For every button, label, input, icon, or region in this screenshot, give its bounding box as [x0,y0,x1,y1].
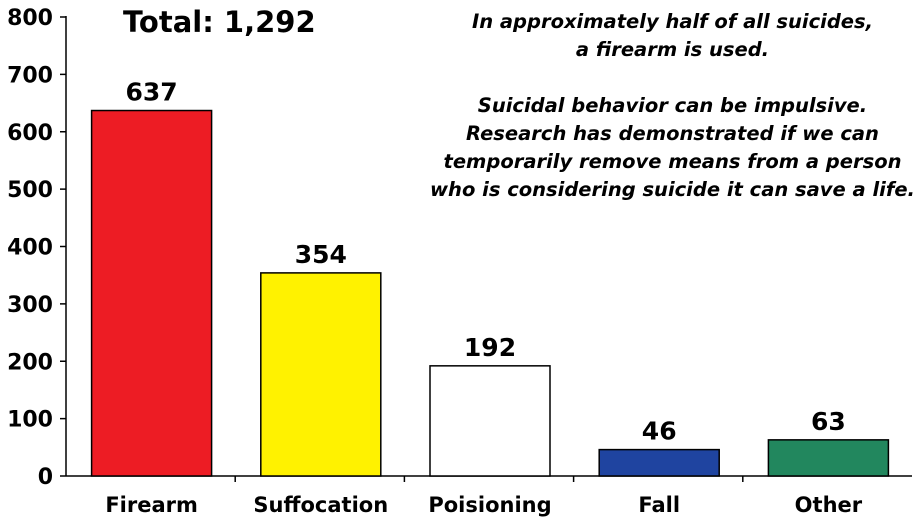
data-label-suffocation: 354 [295,240,347,269]
y-tick-label: 800 [7,6,53,31]
annotation-line: a firearm is used. [575,38,770,61]
chart-title: Total: 1,292 [123,5,316,39]
data-label-fall: 46 [642,417,677,446]
annotation-line: In approximately half of all suicides, [471,10,874,33]
data-label-firearm: 637 [126,78,178,107]
bar-poisioning [429,365,551,477]
y-axis-ticks: 0 100 200 300 400 500 600 700 800 [7,6,66,490]
y-tick-label: 200 [7,350,53,375]
y-tick-label: 300 [7,293,53,318]
category-label-suffocation: Suffocation [253,493,388,517]
bar-suffocation [260,272,382,477]
annotation-text: In approximately half of all suicides, a… [425,8,920,204]
data-labels-group: 637 354 192 46 63 [126,78,846,446]
x-axis-ticks [234,476,744,482]
y-tick-label: 0 [38,465,53,490]
bars-group [90,109,890,477]
bar-other [767,439,890,477]
y-tick-label: 600 [7,121,53,146]
annotation-line: who is considering suicide it can save a… [430,178,915,201]
y-tick-label: 400 [7,236,53,261]
bar-fall [598,448,720,477]
annotation-line: temporarily remove means from a person [443,150,902,173]
data-label-poisioning: 192 [464,333,516,362]
y-tick-label: 700 [7,63,53,88]
y-tick-label: 500 [7,178,53,203]
annotation-line: Suicidal behavior can be impulsive. [477,94,868,117]
category-label-firearm: Firearm [105,493,198,517]
annotation-line: Research has demonstrated if we can [466,122,879,145]
data-label-other: 63 [811,407,846,436]
y-tick-label: 100 [7,408,53,433]
category-label-other: Other [795,493,863,517]
bar-firearm [90,109,213,477]
category-label-fall: Fall [638,493,680,517]
category-labels-group: Firearm Suffocation Poisioning Fall Other [105,493,862,517]
category-label-poisioning: Poisioning [428,493,551,517]
